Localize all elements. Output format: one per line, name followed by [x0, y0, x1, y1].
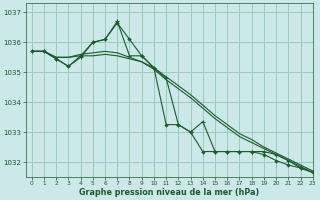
X-axis label: Graphe pression niveau de la mer (hPa): Graphe pression niveau de la mer (hPa): [79, 188, 259, 197]
